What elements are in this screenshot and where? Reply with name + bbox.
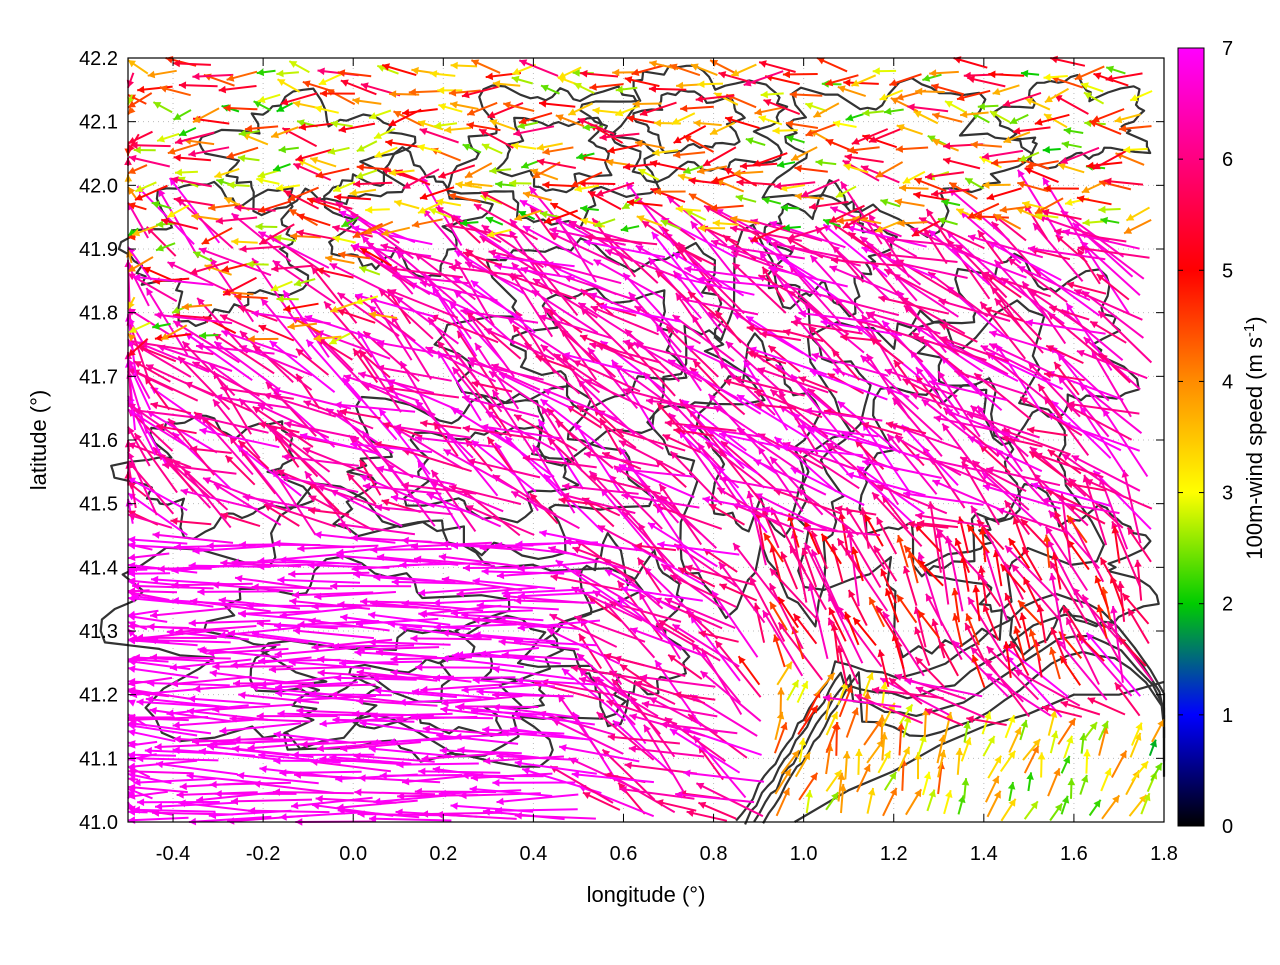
wind-vector-shaft <box>410 638 491 639</box>
y-tick-label: 41.9 <box>79 239 118 261</box>
colorbar <box>1178 48 1204 826</box>
x-tick-label: -0.4 <box>156 843 190 865</box>
y-tick-label: 42.0 <box>79 175 118 197</box>
x-tick-label: -0.2 <box>246 843 280 865</box>
y-tick-label: 41.8 <box>79 303 118 325</box>
y-tick-label: 41.4 <box>79 557 118 579</box>
wind-vector-shaft <box>128 755 176 756</box>
y-tick-label: 41.1 <box>79 748 118 770</box>
x-tick-label: 1.8 <box>1150 843 1178 865</box>
colorbar-tick-label: 3 <box>1222 483 1233 505</box>
colorbar-tick-label: 0 <box>1222 816 1233 838</box>
colorbar-label-main: 100m-wind speed (m s <box>1242 337 1267 560</box>
colorbar-tick-label: 4 <box>1222 371 1233 393</box>
wind-vector-shaft <box>433 677 515 678</box>
x-tick-label: 0.0 <box>339 843 367 865</box>
x-axis-label: longitude (°) <box>587 882 706 907</box>
wind-vector-shaft <box>380 775 462 776</box>
wind-vector-shaft <box>197 591 279 592</box>
y-tick-label: 41.7 <box>79 366 118 388</box>
wind-vector-shaft <box>128 591 177 592</box>
y-tick-label: 41.0 <box>79 812 118 834</box>
y-tick-label: 41.5 <box>79 494 118 516</box>
wind-vector-shaft <box>457 706 538 707</box>
x-tick-label: 1.0 <box>790 843 818 865</box>
wind-vector-shaft <box>309 694 392 695</box>
colorbar-tick-label: 5 <box>1222 260 1233 282</box>
wind-vector-shaft <box>370 549 451 550</box>
wind-vector-shaft <box>248 811 330 812</box>
x-tick-label: 0.8 <box>700 843 728 865</box>
colorbar-tick-label: 1 <box>1222 705 1233 727</box>
wind-vector-shaft <box>273 792 354 793</box>
x-tick-label: 1.4 <box>970 843 998 865</box>
colorbar-label: 100m-wind speed (m s-1) <box>1241 316 1267 559</box>
colorbar-tick-label: 2 <box>1222 594 1233 616</box>
y-tick-label: 42.1 <box>79 112 118 134</box>
wind-vector-shaft <box>415 667 497 668</box>
wind-vector-shaft <box>411 717 493 718</box>
y-tick-label: 42.2 <box>79 48 118 70</box>
x-tick-label: 0.6 <box>610 843 638 865</box>
y-axis-label: latitude (°) <box>26 390 51 491</box>
wind-vector-shaft <box>332 646 414 647</box>
wind-vector-shaft <box>150 657 231 658</box>
wind-vector-shaft <box>421 813 502 814</box>
y-tick-label: 41.3 <box>79 621 118 643</box>
wind-vector-shaft <box>288 573 369 574</box>
x-tick-label: 0.2 <box>429 843 457 865</box>
x-tick-label: 0.4 <box>519 843 547 865</box>
wind-vector-shaft <box>396 764 478 765</box>
wind-vector-shaft <box>492 695 573 696</box>
y-tick-label: 41.2 <box>79 685 118 707</box>
x-tick-label: 1.6 <box>1060 843 1088 865</box>
x-tick-label: 1.2 <box>880 843 908 865</box>
colorbar-tick-label: 6 <box>1222 149 1233 171</box>
y-tick-label: 41.6 <box>79 430 118 452</box>
colorbar-label-superscript: -1 <box>1241 324 1258 337</box>
colorbar-label-end: ) <box>1242 316 1267 323</box>
colorbar-tick-label: 7 <box>1222 38 1233 60</box>
wind-vector-shaft <box>279 772 361 773</box>
wind-vector-shaft <box>274 626 357 627</box>
